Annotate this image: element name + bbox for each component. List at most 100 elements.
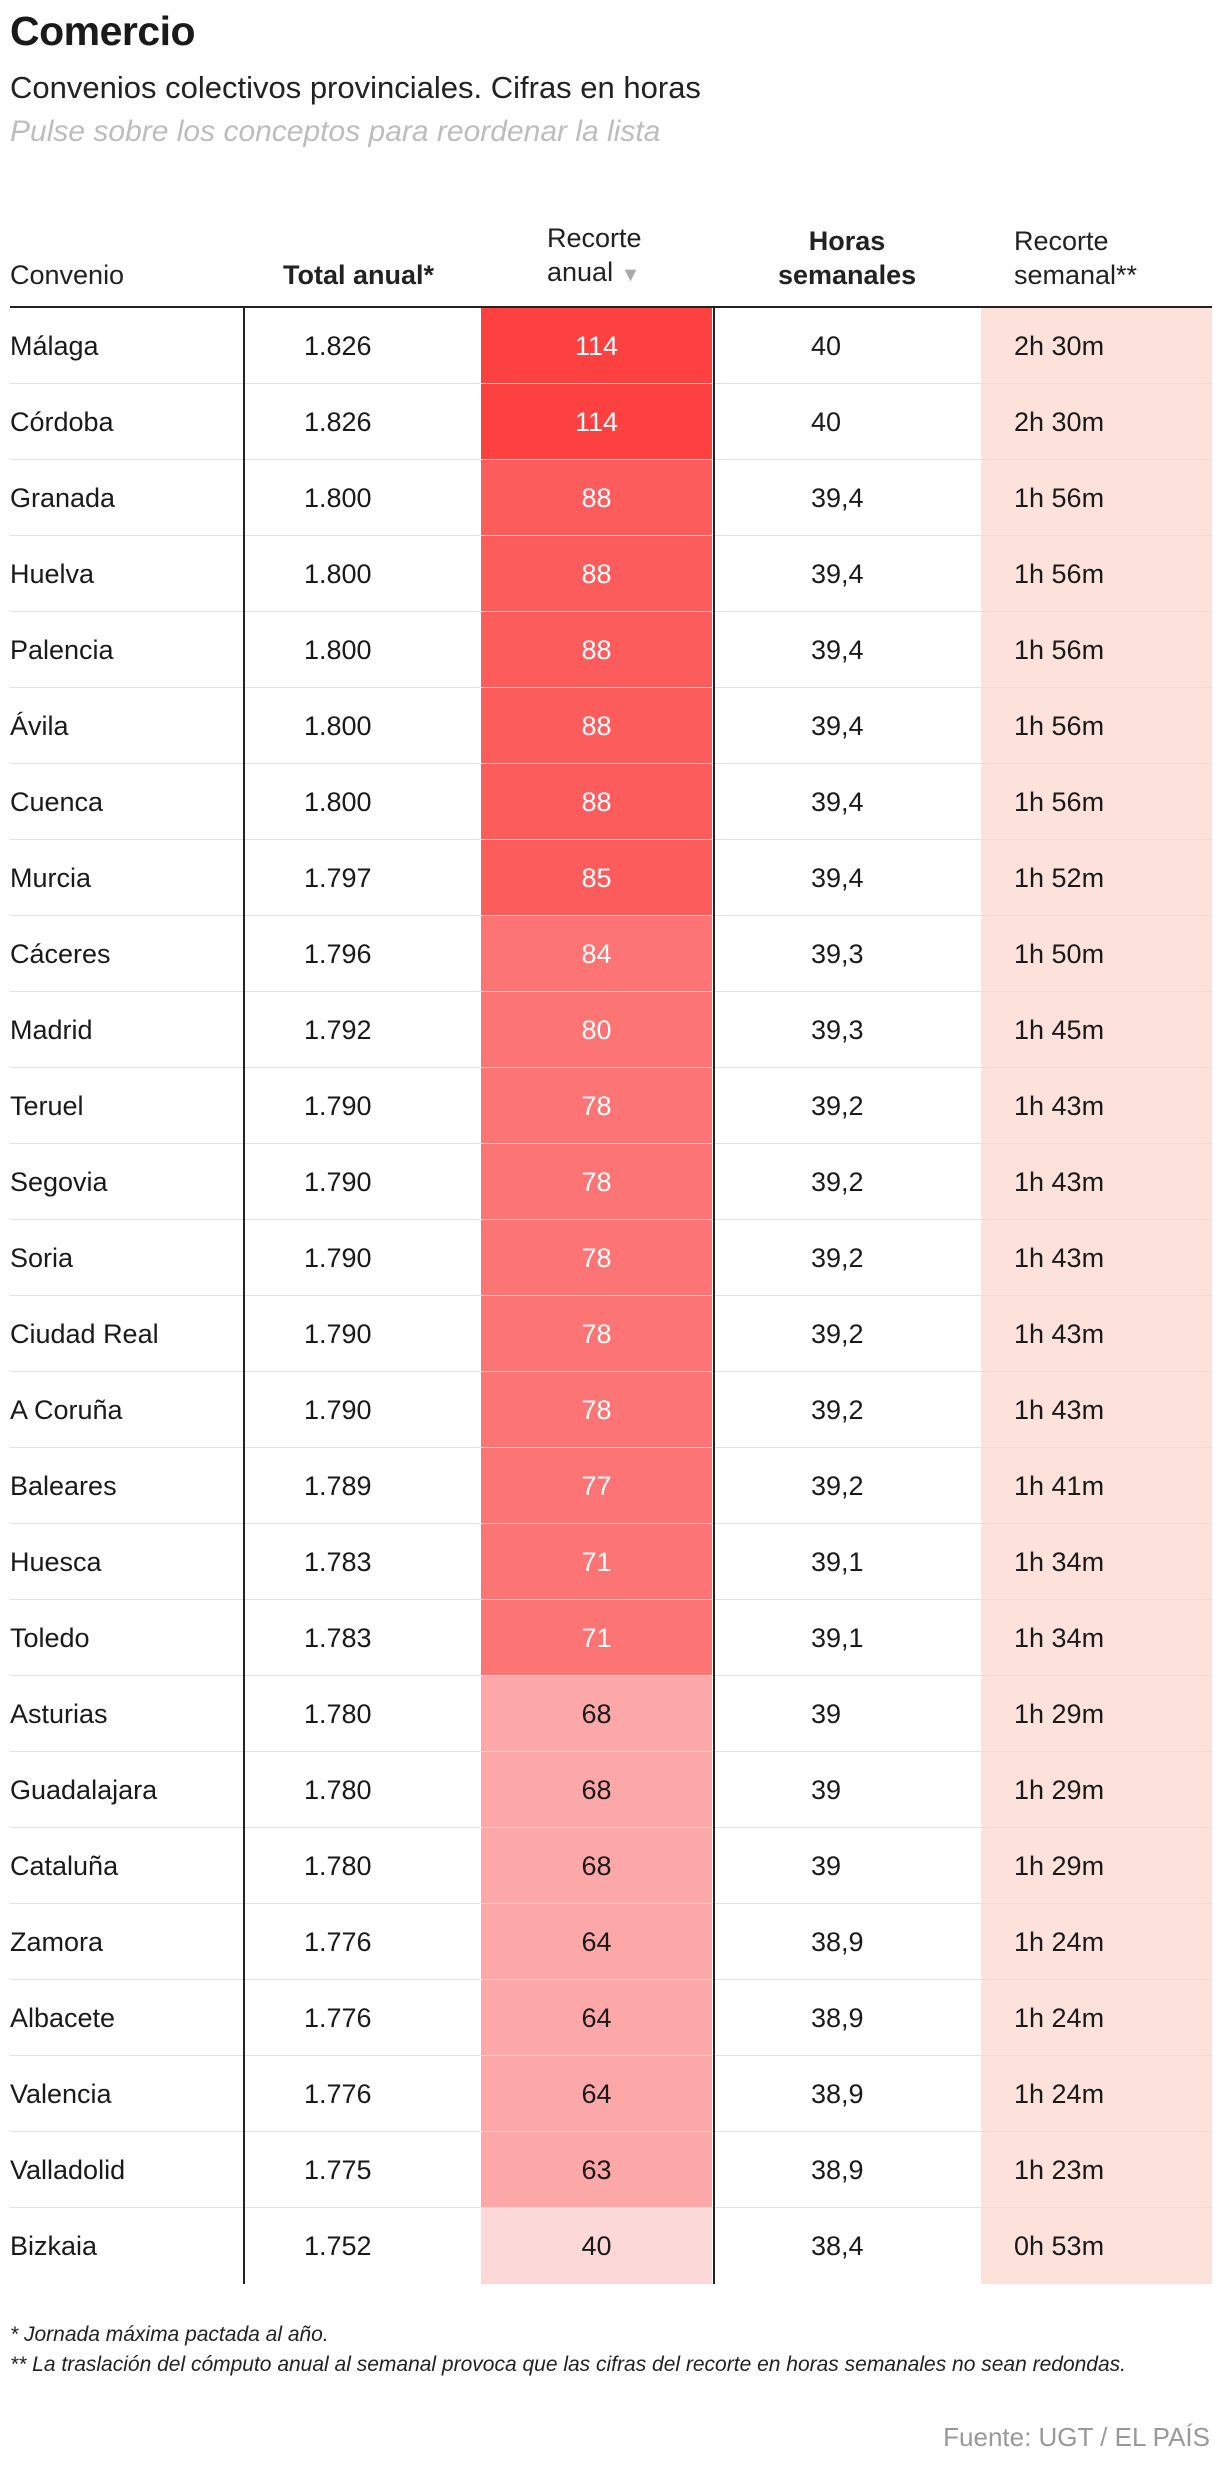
cell-convenio: Soria (10, 1243, 74, 1273)
column-header-recorte-anual-line1: Recorte (547, 223, 642, 253)
cell-convenio: Málaga (10, 331, 99, 361)
cell-horas-semanales: 39,3 (811, 1015, 864, 1045)
cell-recorte-anual: 114 (481, 384, 712, 460)
cell-convenio: Albacete (10, 2003, 116, 2033)
cell-recorte-semanal: 1h 29m (981, 1676, 1212, 1752)
cell-convenio: Huesca (10, 1547, 102, 1577)
cell-total-anual: 1.776 (304, 2079, 372, 2109)
cell-recorte-anual: 88 (481, 764, 712, 840)
cell-convenio: Baleares (10, 1471, 117, 1501)
cell-horas-semanales: 39,4 (811, 559, 864, 589)
row-separator (10, 1599, 1212, 1600)
cell-recorte-semanal: 1h 56m (981, 460, 1212, 536)
cell-recorte-semanal: 1h 24m (981, 1980, 1212, 2056)
cell-recorte-anual: 71 (481, 1524, 712, 1600)
cell-recorte-semanal: 1h 56m (981, 536, 1212, 612)
cell-recorte-semanal: 1h 34m (981, 1600, 1212, 1676)
cell-total-anual: 1.790 (304, 1319, 372, 1349)
cell-recorte-semanal: 1h 43m (981, 1220, 1212, 1296)
table-row: Valladolid 1.775 63 38,9 1h 23m (0, 2132, 1220, 2208)
cell-recorte-semanal: 1h 56m (981, 688, 1212, 764)
cell-convenio: Granada (10, 483, 116, 513)
cell-total-anual: 1.826 (304, 331, 372, 361)
column-header-convenio-label: Convenio (10, 260, 125, 290)
sort-instruction: Pulse sobre los conceptos para reordenar… (10, 115, 661, 148)
cell-total-anual: 1.800 (304, 559, 372, 589)
row-separator (10, 991, 1212, 992)
cell-total-anual: 1.826 (304, 407, 372, 437)
table-row: Toledo 1.783 71 39,1 1h 34m (0, 1600, 1220, 1676)
table-row: Zamora 1.776 64 38,9 1h 24m (0, 1904, 1220, 1980)
column-divider-1 (243, 308, 245, 2284)
cell-recorte-anual: 85 (481, 840, 712, 916)
cell-total-anual: 1.800 (304, 483, 372, 513)
column-header-convenio[interactable]: Convenio (10, 258, 124, 292)
cell-recorte-semanal: 1h 23m (981, 2132, 1212, 2208)
footnote-2: ** La traslación del cómputo anual al se… (10, 2353, 1126, 2376)
column-header-recorte-anual[interactable]: Recorte anual ▼ (547, 221, 642, 292)
cell-recorte-anual: 40 (481, 2208, 712, 2284)
cell-recorte-semanal: 1h 43m (981, 1296, 1212, 1372)
table-row: Cáceres 1.796 84 39,3 1h 50m (0, 916, 1220, 992)
cell-horas-semanales: 39,1 (811, 1623, 864, 1653)
row-separator (10, 1219, 1212, 1220)
column-header-total-label: Total anual* (283, 260, 435, 290)
cell-convenio: Bizkaia (10, 2231, 98, 2261)
column-header-horas-line1: Horas (808, 226, 886, 256)
column-header-horas-semanales[interactable]: Horas semanales (778, 224, 916, 292)
cell-recorte-anual: 68 (481, 1828, 712, 1904)
column-header-recorte-semanal[interactable]: Recorte semanal** (1014, 224, 1137, 292)
row-separator (10, 1067, 1212, 1068)
cell-total-anual: 1.780 (304, 1775, 372, 1805)
cell-horas-semanales: 39,3 (811, 939, 864, 969)
cell-horas-semanales: 39,1 (811, 1547, 864, 1577)
cell-convenio: A Coruña (10, 1395, 123, 1425)
sort-descending-icon: ▼ (620, 264, 641, 286)
column-header-recorte-semanal-line1: Recorte (1014, 226, 1109, 256)
cell-horas-semanales: 40 (811, 407, 842, 437)
cell-convenio: Ciudad Real (10, 1319, 159, 1349)
cell-horas-semanales: 39,2 (811, 1319, 864, 1349)
cell-horas-semanales: 39,4 (811, 863, 864, 893)
row-separator (10, 459, 1212, 460)
cell-horas-semanales: 39 (811, 1775, 842, 1805)
column-header-total[interactable]: Total anual* (283, 258, 434, 292)
cell-recorte-anual: 84 (481, 916, 712, 992)
cell-total-anual: 1.790 (304, 1395, 372, 1425)
cell-convenio: Ávila (10, 711, 69, 741)
cell-horas-semanales: 39,2 (811, 1395, 864, 1425)
cell-horas-semanales: 38,9 (811, 1927, 864, 1957)
cell-total-anual: 1.780 (304, 1699, 372, 1729)
table-row: Granada 1.800 88 39,4 1h 56m (0, 460, 1220, 536)
row-separator (10, 1675, 1212, 1676)
cell-convenio: Asturias (10, 1699, 108, 1729)
table-row: Palencia 1.800 88 39,4 1h 56m (0, 612, 1220, 688)
table-row: Asturias 1.780 68 39 1h 29m (0, 1676, 1220, 1752)
cell-horas-semanales: 39,4 (811, 711, 864, 741)
cell-recorte-anual: 64 (481, 1980, 712, 2056)
table-row: Huelva 1.800 88 39,4 1h 56m (0, 536, 1220, 612)
row-separator (10, 2055, 1212, 2056)
footnote-1: * Jornada máxima pactada al año. (10, 2323, 329, 2346)
cell-convenio: Guadalajara (10, 1775, 158, 1805)
cell-total-anual: 1.752 (304, 2231, 372, 2261)
row-separator (10, 1751, 1212, 1752)
cell-horas-semanales: 40 (811, 331, 842, 361)
column-divider-2 (713, 308, 715, 2284)
cell-recorte-semanal: 1h 29m (981, 1752, 1212, 1828)
cell-recorte-anual: 63 (481, 2132, 712, 2208)
cell-convenio: Cataluña (10, 1851, 119, 1881)
table-row: Murcia 1.797 85 39,4 1h 52m (0, 840, 1220, 916)
table-row: Córdoba 1.826 114 40 2h 30m (0, 384, 1220, 460)
cell-recorte-anual: 71 (481, 1600, 712, 1676)
table-row: Madrid 1.792 80 39,3 1h 45m (0, 992, 1220, 1068)
row-separator (10, 535, 1212, 536)
cell-convenio: Teruel (10, 1091, 84, 1121)
table-header: Convenio Total anual* Recorte anual ▼ Ho… (0, 210, 1220, 306)
cell-total-anual: 1.797 (304, 863, 372, 893)
cell-total-anual: 1.776 (304, 1927, 372, 1957)
cell-total-anual: 1.790 (304, 1167, 372, 1197)
table-row: Málaga 1.826 114 40 2h 30m (0, 308, 1220, 384)
cell-total-anual: 1.775 (304, 2155, 372, 2185)
cell-recorte-anual: 80 (481, 992, 712, 1068)
